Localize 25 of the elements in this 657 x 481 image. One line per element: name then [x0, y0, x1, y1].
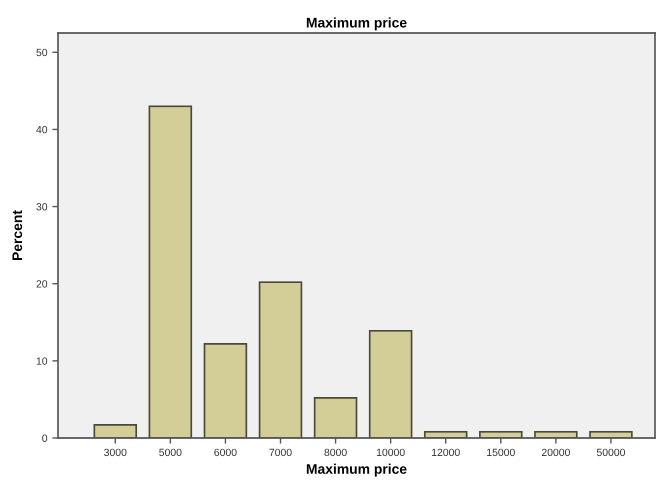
y-axis-title: Percent — [12, 210, 22, 260]
bar — [94, 424, 138, 438]
x-axis-title: Maximum price — [306, 464, 407, 477]
x-tick-label: 12000 — [432, 448, 460, 456]
chart-title: Maximum price — [306, 17, 407, 30]
bar — [314, 397, 358, 438]
bar — [368, 330, 412, 438]
x-tick-label: 3000 — [104, 448, 126, 456]
x-tick-label: 5000 — [159, 448, 182, 456]
y-tick-label: 50 — [36, 48, 48, 56]
y-tick-label: 10 — [36, 357, 48, 365]
y-tick-label: 0 — [42, 434, 48, 442]
y-tick-label: 40 — [36, 126, 48, 134]
x-tick-label: 50000 — [596, 448, 626, 456]
x-tick-label: 15000 — [487, 448, 515, 456]
bar — [204, 343, 248, 438]
x-tick-label: 20000 — [542, 448, 570, 456]
x-tick-label: 6000 — [214, 448, 237, 456]
x-tick-label: 7000 — [269, 448, 292, 456]
bar — [258, 281, 302, 438]
bar — [148, 105, 192, 438]
y-tick-label: 30 — [36, 203, 48, 210]
y-tick-label: 20 — [36, 280, 48, 288]
x-tick-label: 10000 — [376, 448, 405, 456]
x-tick-label: 8000 — [324, 448, 347, 456]
